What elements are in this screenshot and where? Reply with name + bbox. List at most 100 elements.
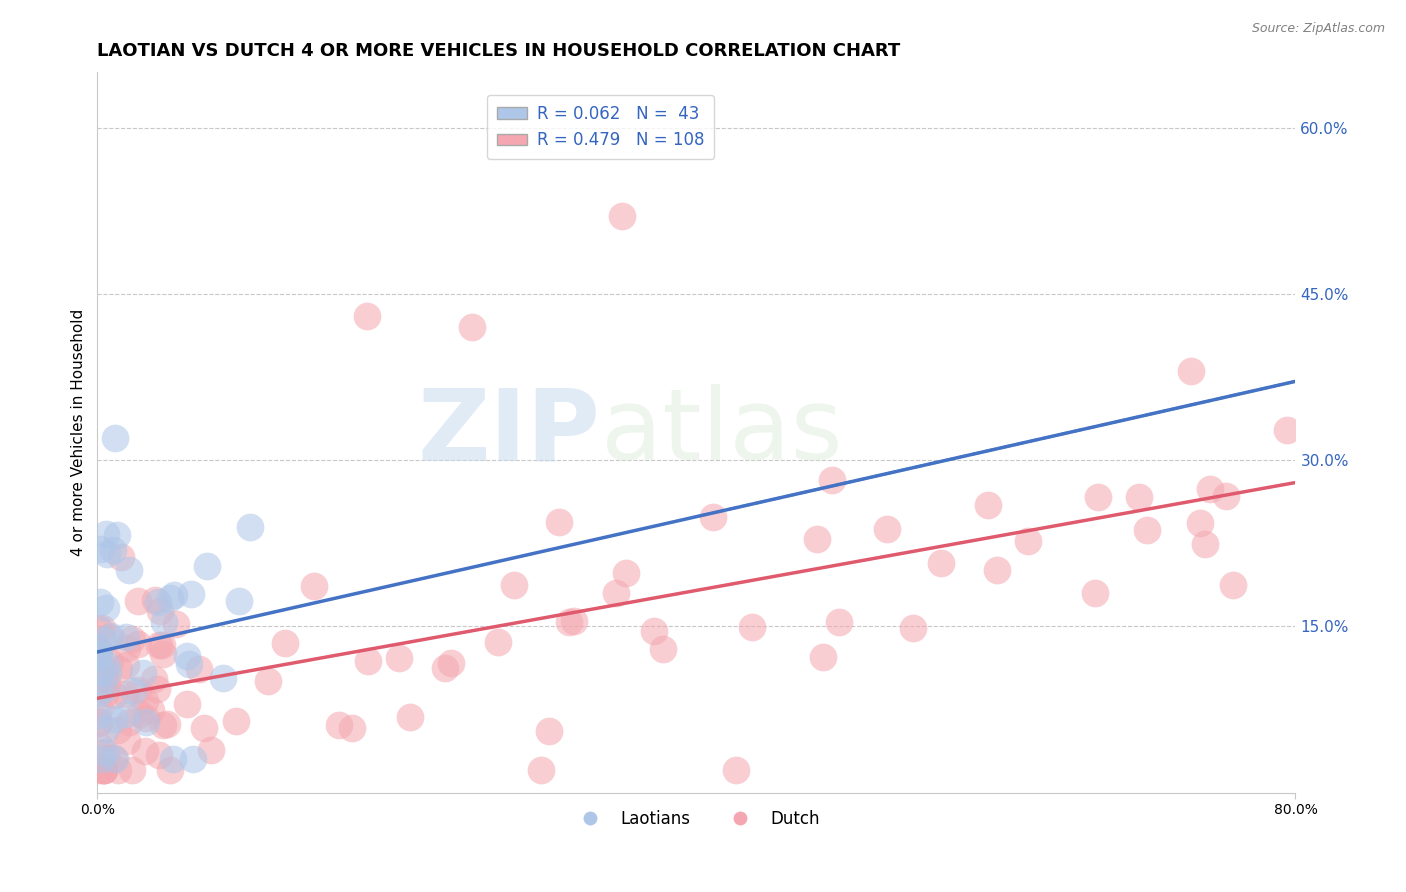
Point (340, 721, 363, 735)
Point (98, 630, 121, 644)
Point (87, 640, 110, 654)
Point (89, 740, 111, 755)
Text: Source: ZipAtlas.com: Source: ZipAtlas.com (1251, 22, 1385, 36)
Point (127, 682, 149, 697)
Point (87, 647, 110, 661)
Point (115, 734, 138, 748)
Point (128, 707, 150, 722)
Point (328, 717, 350, 731)
Point (143, 672, 166, 686)
Point (148, 747, 170, 762)
Point (87, 622, 110, 636)
Point (135, 711, 157, 725)
Point (702, 510, 724, 524)
Point (94, 526, 117, 541)
Point (121, 632, 143, 646)
Point (152, 647, 174, 661)
Point (105, 528, 128, 542)
Point (1128, 490, 1150, 504)
Point (108, 662, 131, 676)
Point (614, 566, 637, 580)
Point (1084, 586, 1107, 600)
Point (89, 701, 111, 715)
Point (107, 723, 129, 737)
Point (1087, 491, 1109, 505)
Point (93, 764, 115, 778)
Point (89, 595, 111, 609)
Point (503, 577, 526, 591)
Point (93, 670, 115, 684)
Point (118, 563, 141, 577)
Point (652, 642, 675, 657)
Point (1275, 423, 1298, 437)
Point (143, 593, 166, 607)
Point (1017, 533, 1039, 548)
Point (257, 674, 280, 689)
Point (724, 764, 747, 778)
Point (93, 681, 115, 696)
Point (148, 638, 170, 652)
Point (610, 210, 633, 224)
Point (104, 431, 127, 445)
Point (91, 662, 114, 676)
Point (1215, 489, 1237, 503)
Point (100, 629, 122, 643)
Point (103, 688, 125, 702)
Point (180, 587, 202, 601)
Point (93, 745, 115, 759)
Point (96, 751, 118, 765)
Point (388, 651, 411, 665)
Text: atlas: atlas (600, 384, 842, 481)
Point (139, 702, 162, 716)
Point (188, 661, 211, 675)
Point (134, 744, 156, 758)
Point (132, 665, 155, 680)
Point (93, 764, 115, 778)
Point (1189, 516, 1212, 531)
Point (87, 645, 110, 659)
Point (114, 658, 136, 673)
Point (91, 746, 114, 760)
Point (89, 671, 111, 685)
Point (127, 637, 149, 651)
Point (149, 604, 172, 618)
Point (86, 650, 108, 665)
Point (103, 750, 125, 764)
Y-axis label: 4 or more Vehicles in Household: 4 or more Vehicles in Household (72, 309, 86, 557)
Point (548, 516, 571, 530)
Point (165, 616, 187, 631)
Point (152, 717, 174, 731)
Point (181, 752, 204, 766)
Point (530, 764, 553, 778)
Point (93, 764, 115, 778)
Point (741, 620, 763, 634)
Point (91, 622, 114, 636)
Point (96, 675, 118, 690)
Point (195, 558, 218, 573)
Point (96, 658, 118, 673)
Point (146, 595, 169, 609)
Point (1136, 523, 1159, 537)
Point (357, 655, 380, 669)
Point (901, 621, 924, 635)
Point (110, 550, 132, 565)
Point (304, 579, 326, 593)
Point (179, 657, 201, 671)
Point (176, 648, 198, 663)
Point (1180, 363, 1202, 377)
Point (89, 541, 111, 556)
Point (115, 641, 138, 656)
Point (162, 752, 184, 766)
Point (537, 724, 560, 739)
Point (163, 588, 186, 602)
Point (806, 533, 828, 547)
Point (643, 624, 665, 639)
Point (153, 615, 176, 630)
Point (87, 764, 110, 778)
Point (97, 666, 120, 681)
Point (146, 682, 169, 697)
Point (96, 722, 118, 736)
Point (103, 712, 125, 726)
Point (876, 523, 898, 537)
Point (486, 635, 509, 649)
